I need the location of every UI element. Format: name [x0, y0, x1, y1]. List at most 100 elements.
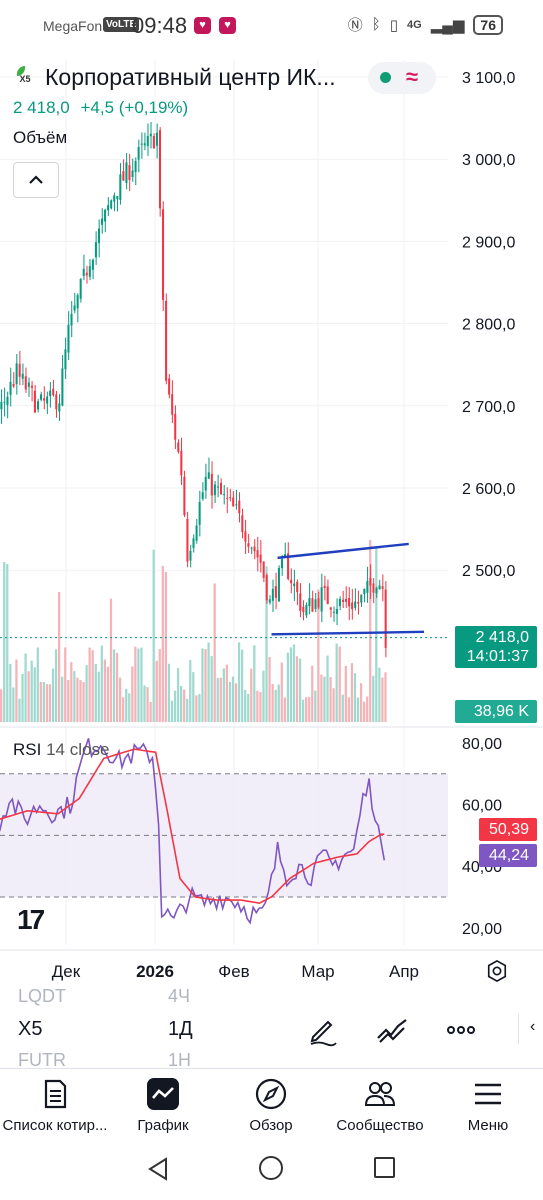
volume-bar [329, 677, 332, 722]
volume-bar [100, 645, 103, 722]
symbol-title[interactable]: Корпоративный центр ИК... [45, 64, 336, 90]
volume-bar [125, 688, 128, 722]
market-status-pill[interactable]: ≈ [368, 62, 436, 94]
candle-body [128, 165, 131, 180]
candle-body [280, 559, 283, 569]
candle-body [213, 484, 216, 496]
chevron-left-icon[interactable]: ‹ [530, 1018, 536, 1035]
candle-body [9, 381, 12, 395]
candle-body [332, 611, 335, 613]
price-tick-label: 2 500,0 [462, 563, 515, 580]
candle-body [174, 413, 177, 440]
volume-bar [332, 688, 335, 722]
volume-bar [9, 663, 12, 722]
community-icon [364, 1082, 396, 1106]
volume-bar [283, 697, 286, 722]
nav-community[interactable]: Сообщество [325, 1069, 435, 1143]
candle-body [3, 401, 6, 403]
volume-bar [176, 668, 180, 722]
candle-body [314, 599, 317, 610]
candle-body [94, 242, 97, 258]
candle-body [116, 196, 119, 200]
candle-body [375, 587, 378, 594]
candle-body [351, 602, 354, 610]
nav-watchlist[interactable]: Список котир... [0, 1069, 110, 1143]
volume-bar [82, 682, 85, 722]
more-icon[interactable] [443, 1012, 479, 1048]
time-tick-label: Фев [218, 962, 249, 981]
collapse-legend-button[interactable] [13, 162, 59, 198]
next-symbol: FUTR [18, 1050, 66, 1070]
nav-overview[interactable]: Обзор [216, 1069, 326, 1143]
volume-bar [256, 690, 259, 722]
volume-bar [143, 685, 146, 722]
candle-body [201, 492, 204, 499]
candle-body [338, 598, 341, 606]
volume-bar [286, 652, 289, 722]
volume-bar [152, 549, 155, 722]
rsi-legend[interactable]: RSI 14 close [13, 740, 109, 760]
volume-bar [292, 644, 296, 722]
volume-bar [12, 687, 15, 722]
volume-bar [192, 672, 195, 722]
bar-countdown: 14:01:37 [466, 648, 529, 665]
recent-apps-icon[interactable] [374, 1157, 395, 1178]
volume-bar [363, 701, 366, 722]
candle-body [271, 588, 274, 601]
candle-body [104, 209, 107, 222]
interval-selector[interactable]: 1Д [168, 1018, 193, 1040]
candle-body [49, 390, 52, 397]
volume-bar [67, 680, 70, 722]
volume-bar [350, 663, 354, 722]
candle-body [366, 580, 369, 593]
volume-bar [253, 645, 256, 722]
candle-body [177, 442, 180, 452]
nav-chart[interactable]: График [108, 1069, 218, 1143]
trendline [277, 542, 409, 560]
volume-bar [170, 700, 174, 722]
volume-bar [241, 649, 244, 722]
candle-body [67, 324, 70, 353]
volume-bar [70, 662, 73, 722]
candle-body [97, 228, 100, 244]
chart-canvas[interactable]: 3 100,0 3 000,0 2 900,0 2 800,0 2 700,0 2 600… [0, 0, 543, 1000]
volume-indicator-label[interactable]: Объём [13, 128, 68, 147]
volume-bar [198, 694, 201, 722]
volume-bar [311, 665, 314, 722]
candle-body [82, 268, 85, 277]
nav-menu[interactable]: Меню [433, 1069, 543, 1143]
candle-body [250, 547, 253, 549]
volume-bar [384, 672, 387, 722]
candle-body [302, 606, 305, 613]
approx-icon: ≈ [406, 64, 419, 89]
bluetooth-icon: ᛒ [371, 16, 381, 33]
home-circle-icon[interactable] [259, 1156, 283, 1180]
volume-bar [45, 684, 49, 722]
symbol-selector[interactable]: X5 [18, 1018, 43, 1040]
volume-bar [289, 647, 293, 722]
candle-body [183, 476, 186, 516]
candle-body [189, 550, 192, 561]
nav-label: Обзор [249, 1117, 293, 1134]
volume-bar [280, 662, 283, 722]
price-tick-label: 2 600,0 [462, 481, 515, 498]
volume-bar [207, 642, 210, 722]
draw-tools-icon[interactable] [374, 1012, 410, 1048]
candle-body [18, 363, 21, 377]
candle-body [0, 401, 3, 410]
candle-body [207, 472, 210, 479]
volume-bar [305, 697, 308, 722]
volume-bar [204, 649, 207, 722]
price-tick-label: 2 800,0 [462, 317, 515, 334]
candle-body [284, 554, 287, 558]
back-triangle-icon[interactable] [146, 1156, 170, 1182]
volume-bar [15, 659, 18, 722]
candle-body [30, 385, 33, 388]
time-tick-label: Дек [52, 962, 81, 981]
candle-body [55, 394, 58, 410]
rsi-ma-tag: 50,39 [479, 818, 537, 841]
gear-icon[interactable] [486, 960, 508, 982]
candle-body [15, 363, 18, 385]
nfc-icon: Ⓝ [347, 17, 363, 34]
pencil-icon[interactable] [304, 1012, 340, 1048]
